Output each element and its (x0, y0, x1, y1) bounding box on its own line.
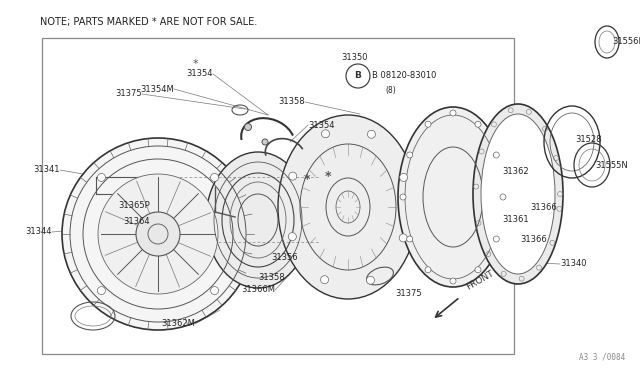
Text: 31364: 31364 (124, 217, 150, 225)
Text: 31366M: 31366M (241, 285, 275, 295)
Text: (8): (8) (385, 86, 396, 94)
Circle shape (493, 236, 499, 242)
Text: 31356: 31356 (271, 253, 298, 262)
Circle shape (450, 278, 456, 284)
Circle shape (425, 121, 431, 127)
Text: 31375: 31375 (115, 90, 142, 99)
Circle shape (425, 267, 431, 273)
Text: *: * (192, 59, 198, 69)
Text: *: * (304, 173, 310, 186)
Ellipse shape (473, 104, 563, 284)
Text: 31556N: 31556N (612, 38, 640, 46)
Text: 31341: 31341 (33, 166, 60, 174)
Text: 31555N: 31555N (595, 160, 628, 170)
Circle shape (289, 232, 296, 241)
Circle shape (62, 138, 254, 330)
Text: 31350: 31350 (342, 52, 368, 61)
Text: 31528: 31528 (575, 135, 602, 144)
Ellipse shape (481, 114, 555, 274)
Circle shape (367, 276, 374, 284)
Text: 31354: 31354 (308, 121, 335, 129)
Text: 31366: 31366 (530, 202, 557, 212)
Text: 31362M: 31362M (161, 320, 195, 328)
Circle shape (98, 174, 218, 294)
Bar (42, 38, 514, 354)
Circle shape (136, 212, 180, 256)
Text: 31365P: 31365P (118, 201, 150, 209)
Circle shape (406, 152, 413, 158)
Circle shape (321, 130, 330, 138)
Ellipse shape (278, 115, 418, 299)
Text: 31354: 31354 (186, 70, 213, 78)
Circle shape (346, 64, 370, 88)
Circle shape (399, 234, 407, 242)
Circle shape (97, 286, 106, 295)
Circle shape (244, 124, 252, 131)
Text: B: B (355, 71, 362, 80)
Circle shape (97, 173, 106, 182)
Circle shape (367, 130, 376, 138)
Text: 31362: 31362 (502, 167, 529, 176)
Text: 31361: 31361 (502, 215, 529, 224)
Circle shape (500, 194, 506, 200)
Text: FRONT: FRONT (465, 269, 496, 292)
Circle shape (399, 173, 408, 182)
Ellipse shape (206, 152, 310, 288)
Circle shape (289, 172, 297, 180)
Circle shape (211, 286, 219, 295)
Text: *: * (324, 170, 332, 183)
Circle shape (475, 121, 481, 127)
Text: NOTE; PARTS MARKED * ARE NOT FOR SALE.: NOTE; PARTS MARKED * ARE NOT FOR SALE. (40, 17, 257, 27)
Circle shape (262, 139, 268, 145)
Text: 31340: 31340 (560, 260, 586, 269)
Text: 31344: 31344 (26, 228, 52, 237)
Circle shape (406, 236, 413, 242)
Ellipse shape (398, 107, 508, 287)
Text: A3 3 /0084: A3 3 /0084 (579, 353, 625, 362)
Text: B 08120-83010: B 08120-83010 (372, 71, 436, 80)
Circle shape (475, 267, 481, 273)
Circle shape (321, 276, 328, 284)
Text: 31375: 31375 (395, 289, 422, 298)
Text: 31354M: 31354M (140, 84, 174, 93)
Text: 31366: 31366 (520, 235, 547, 244)
Circle shape (211, 173, 219, 182)
Circle shape (450, 110, 456, 116)
Text: 31358: 31358 (278, 97, 305, 106)
Circle shape (493, 152, 499, 158)
Circle shape (400, 194, 406, 200)
Text: 31358: 31358 (259, 273, 285, 282)
